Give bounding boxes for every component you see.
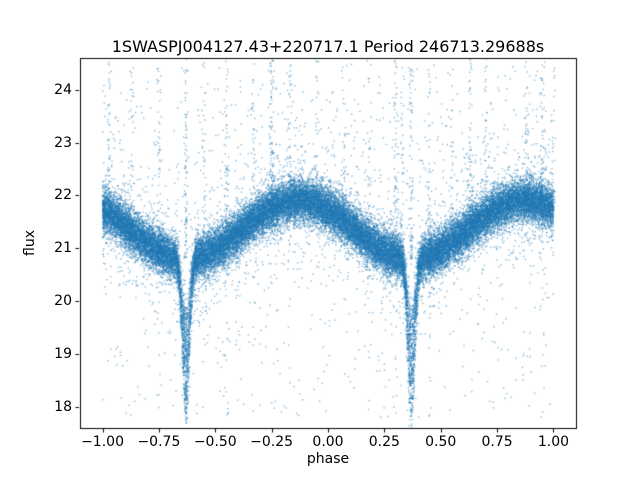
x-tick-label: 0.00 — [312, 434, 344, 450]
x-tick-label: −0.50 — [193, 434, 237, 450]
x-axis-label: phase — [306, 451, 350, 467]
y-tick-label: 22 — [54, 187, 72, 204]
y-axis-label: flux — [22, 230, 38, 256]
x-tick-label: −0.25 — [250, 434, 294, 450]
x-tick-label: 0.75 — [481, 434, 513, 450]
x-tick-label: −0.75 — [137, 434, 181, 450]
x-tick-label: 0.25 — [368, 434, 400, 450]
y-tick-label: 24 — [54, 81, 72, 98]
y-tick-label: 18 — [54, 398, 72, 415]
x-tick-label: 1.00 — [537, 434, 570, 450]
x-tick-label: −1.00 — [81, 434, 124, 450]
x-tick-label: 0.50 — [425, 434, 457, 450]
y-tick-label: 21 — [54, 240, 72, 257]
y-tick-label: 23 — [54, 134, 72, 151]
chart-title: 1SWASPJ004127.43+220717.1 Period 246713.… — [111, 37, 545, 56]
y-tick-label: 19 — [54, 346, 72, 362]
y-tick-label: 20 — [54, 293, 72, 310]
